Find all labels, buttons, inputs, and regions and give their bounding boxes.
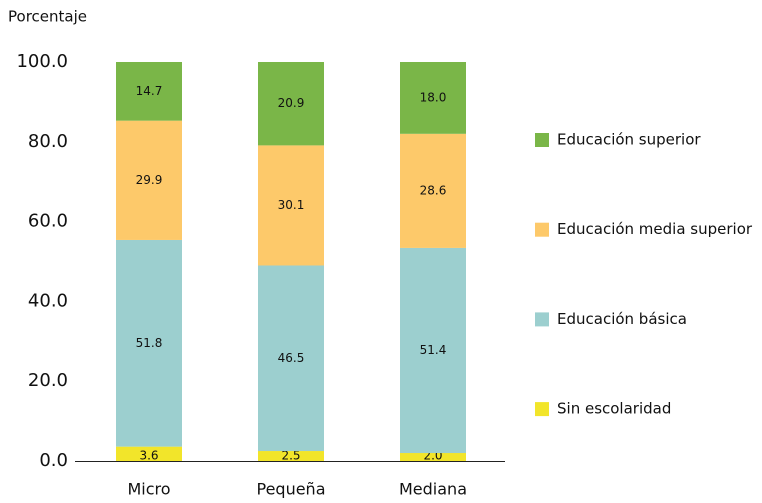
x-tick-label: Pequeña <box>256 480 325 499</box>
bar-segment <box>400 247 466 454</box>
x-tick-label: Micro <box>127 480 170 499</box>
legend-label: Educación básica <box>557 310 687 328</box>
bar-segment <box>116 62 182 121</box>
bar-segment <box>400 133 466 248</box>
bar-segment <box>116 239 182 447</box>
value-label: 18.0 <box>420 90 447 104</box>
legend-swatch <box>535 133 549 147</box>
bar-segment <box>400 453 466 461</box>
bar-segment <box>258 145 324 266</box>
legend-swatch <box>535 312 549 327</box>
value-label: 46.5 <box>278 351 305 365</box>
value-label: 30.1 <box>278 198 305 212</box>
x-tick-label: Mediana <box>399 480 467 499</box>
value-label: 20.9 <box>278 96 305 110</box>
value-label: 2.5 <box>281 449 300 463</box>
y-tick-label: 100.0 <box>16 51 68 72</box>
bar-segment <box>400 62 466 134</box>
y-tick-label: 0.0 <box>39 450 68 471</box>
legend-label: Educación superior <box>557 131 701 149</box>
bar-segment <box>258 62 324 146</box>
value-label: 28.6 <box>420 183 447 197</box>
value-label: 51.4 <box>420 343 447 357</box>
bar-segment <box>116 120 182 240</box>
y-axis-label: Porcentaje <box>8 8 87 26</box>
bar-segment <box>116 446 182 461</box>
legend-label: Educación media superior <box>557 220 753 238</box>
value-label: 14.7 <box>136 84 163 98</box>
value-label: 29.9 <box>136 173 163 187</box>
legend-swatch <box>535 222 549 237</box>
value-label: 51.8 <box>136 336 163 350</box>
y-tick-label: 20.0 <box>28 370 68 391</box>
y-tick-label: 40.0 <box>28 290 68 311</box>
y-tick-label: 60.0 <box>28 211 68 232</box>
bar-segment <box>258 265 324 452</box>
value-label: 3.6 <box>139 449 158 463</box>
legend-swatch <box>535 402 549 417</box>
y-tick-label: 80.0 <box>28 131 68 152</box>
bar-segment <box>258 451 324 461</box>
legend-label: Sin escolaridad <box>557 400 671 418</box>
